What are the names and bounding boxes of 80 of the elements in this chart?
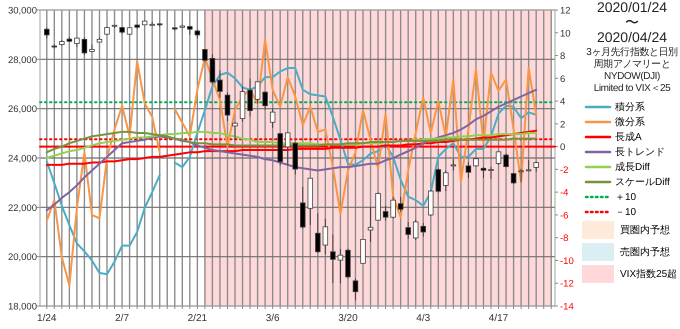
candlestick xyxy=(352,278,358,301)
legend-label: 成長Diff xyxy=(615,160,650,174)
candlestick xyxy=(360,239,366,264)
y2-tick-label: -4 xyxy=(560,188,568,199)
candlestick xyxy=(503,153,509,168)
legend-label: 長トレンド xyxy=(615,146,665,158)
legend-label: 微分系 xyxy=(615,116,645,128)
y2-tick-label: 0 xyxy=(560,142,566,154)
y-tick-label: 18,000 xyxy=(8,302,37,312)
candlestick xyxy=(428,189,434,217)
candlestick xyxy=(382,205,388,222)
candlestick xyxy=(405,221,411,240)
x-tick-label: 4/17 xyxy=(488,313,509,324)
y2-tick-label: -14 xyxy=(560,302,574,312)
candlestick xyxy=(315,212,321,254)
candlestick xyxy=(398,196,404,212)
y2-tick-label: 8 xyxy=(560,51,566,62)
candlestick xyxy=(330,234,336,284)
legend-label: －10 xyxy=(615,206,636,218)
candlestick xyxy=(247,78,253,118)
y2-tick-label: -8 xyxy=(560,233,568,244)
candlestick xyxy=(270,108,276,128)
candlestick xyxy=(496,151,502,166)
candlestick xyxy=(210,54,216,85)
candlestick xyxy=(368,206,374,242)
y2-tick-label: -6 xyxy=(560,210,568,222)
y2-tick-label: 4 xyxy=(560,96,566,108)
y2-tick-label: -10 xyxy=(560,256,574,267)
candlestick xyxy=(412,219,418,241)
candlestick xyxy=(224,92,230,122)
candlestick xyxy=(338,248,344,284)
line-series xyxy=(46,130,538,159)
candlestick xyxy=(284,132,290,166)
candlestick xyxy=(390,196,396,219)
legend-label: 長成A xyxy=(615,130,642,144)
y2-tick-label: 12 xyxy=(560,6,571,16)
y2-tick-label: 10 xyxy=(560,28,571,40)
x-tick-label: 4/3 xyxy=(416,313,431,324)
candlestick xyxy=(44,27,50,39)
candlestick xyxy=(232,121,238,141)
legend-label: 売圏内予想 xyxy=(620,246,670,259)
y-tick-label: 20,000 xyxy=(8,252,37,264)
legend-label: ＋10 xyxy=(615,190,636,204)
legend-label: スケールDiff xyxy=(615,176,670,188)
y-tick-label: 28,000 xyxy=(8,54,37,66)
legend-label: 買圏内予想 xyxy=(620,224,670,237)
x-tick-label: 1/24 xyxy=(37,313,57,324)
text: 3ヶ月先行指数と日別周期アノマリーと NYDOW(DJI) Limited to VIX＜25 xyxy=(585,47,679,95)
candlestick xyxy=(262,90,268,110)
text: 2020/01/24 〜 2020/04/24 xyxy=(596,0,668,45)
candlestick xyxy=(473,157,479,168)
y2-tick-label: -2 xyxy=(560,164,568,176)
line-series xyxy=(46,130,538,154)
y-tick-label: 26,000 xyxy=(8,104,37,116)
y2-tick-label: 6 xyxy=(560,74,566,85)
y2-tick-label: 2 xyxy=(560,119,566,130)
x-tick-label: 3/20 xyxy=(338,313,358,324)
candlestick xyxy=(436,168,442,194)
candlestick xyxy=(322,218,328,255)
y-tick-label: 22,000 xyxy=(8,202,37,214)
legend-label: VIX指数25超 xyxy=(620,268,678,281)
y-tick-label: 30,000 xyxy=(8,6,37,16)
legend-label: 積分系 xyxy=(615,100,645,114)
candlestick xyxy=(82,37,88,56)
candlestick xyxy=(217,70,223,98)
line-series xyxy=(46,88,538,212)
x-tick-label: 2/7 xyxy=(115,313,130,324)
y2-tick-label: -12 xyxy=(560,278,574,290)
candlestick xyxy=(533,161,539,172)
candlestick xyxy=(450,158,456,172)
candlestick xyxy=(488,166,494,180)
candlestick xyxy=(254,81,260,104)
y-tick-label: 24,000 xyxy=(8,154,37,164)
x-tick-label: 2/21 xyxy=(188,313,208,324)
candlestick xyxy=(443,170,449,192)
candlestick xyxy=(466,162,472,179)
candlestick xyxy=(420,222,426,238)
x-tick-label: 3/6 xyxy=(266,313,280,324)
candlestick xyxy=(202,48,208,62)
candlestick xyxy=(480,166,486,178)
